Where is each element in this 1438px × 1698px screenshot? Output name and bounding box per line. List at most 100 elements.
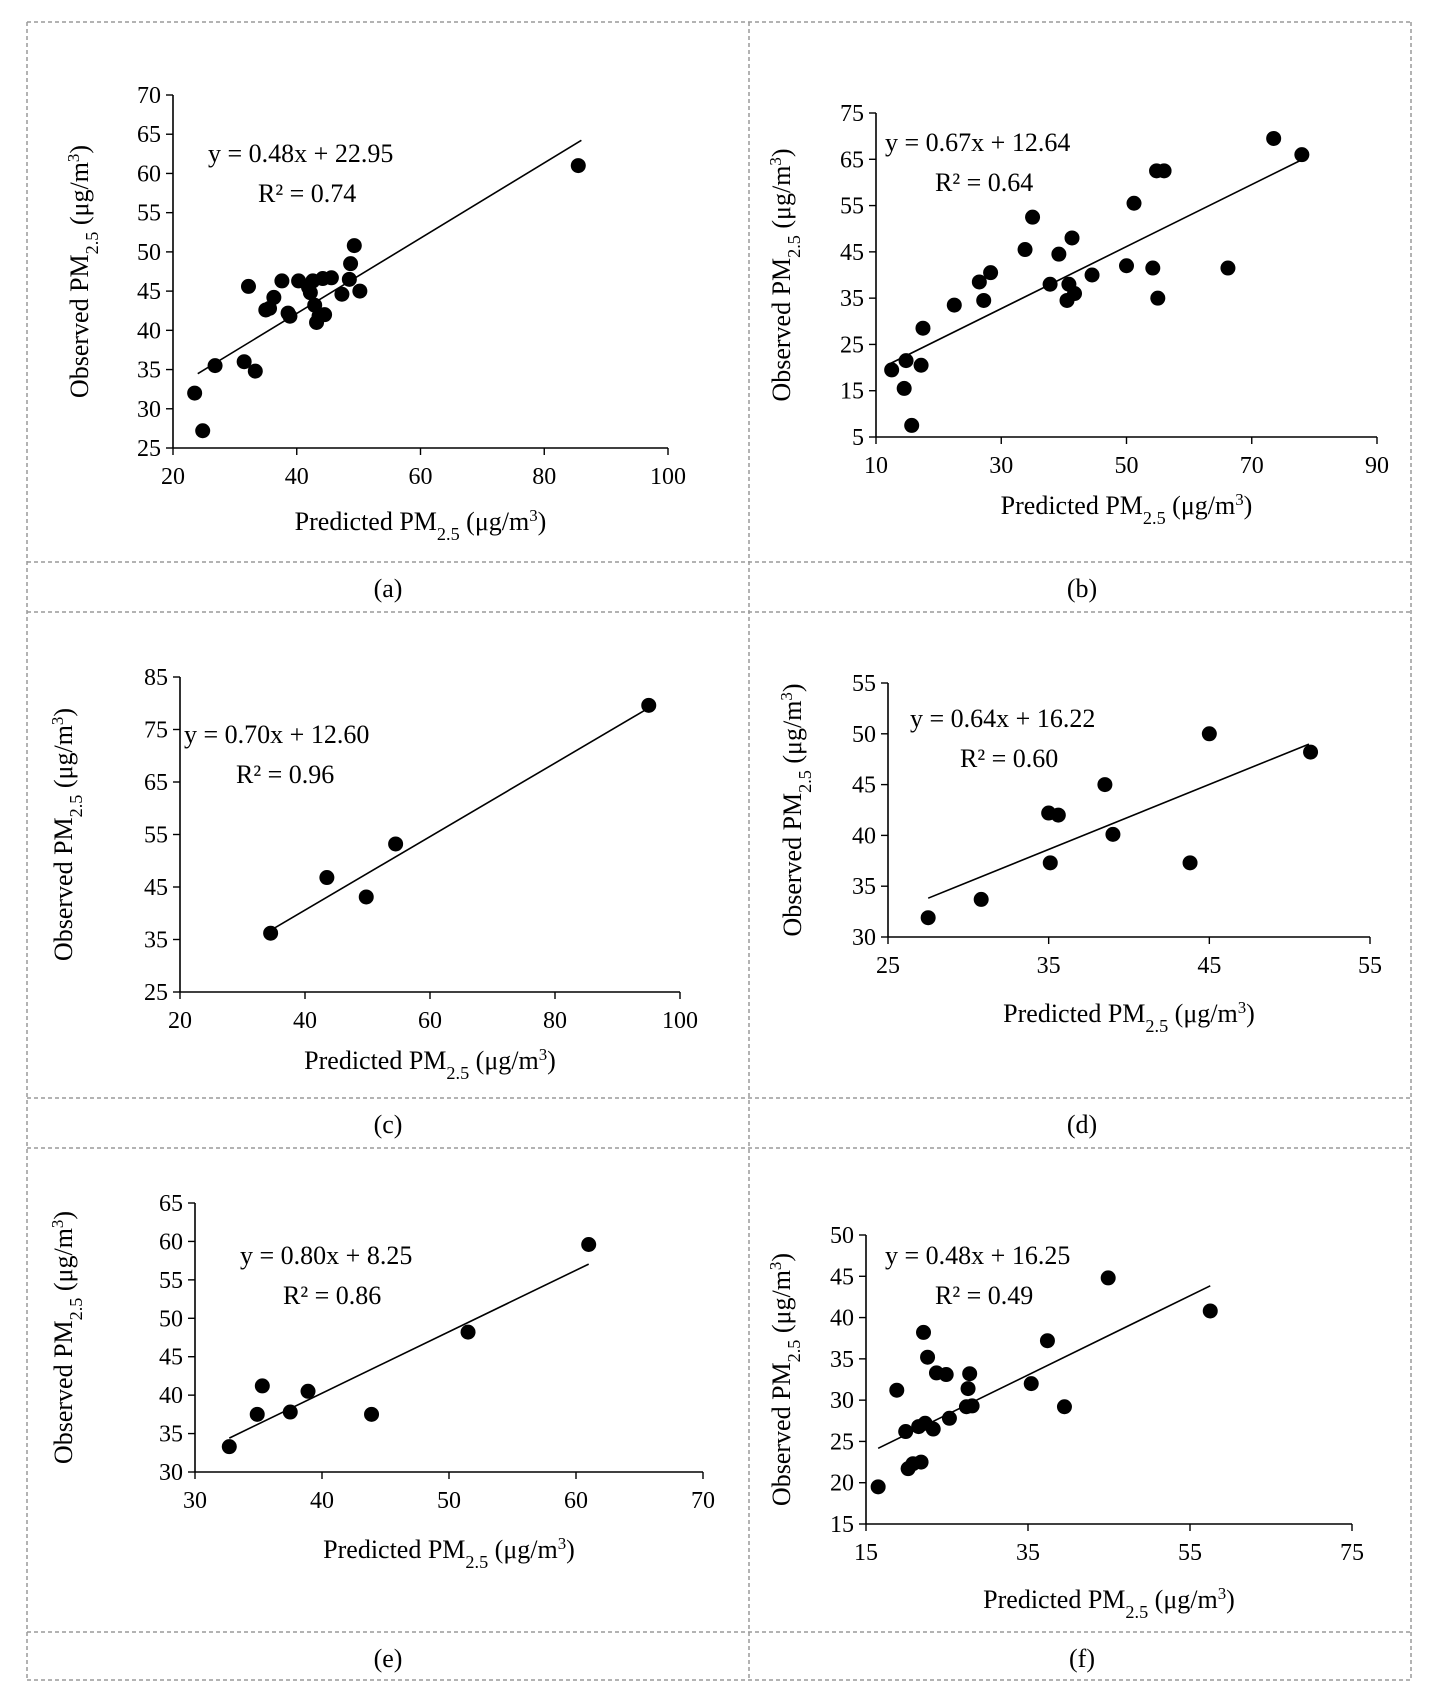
y-tick-label-c-0: 25: [144, 980, 168, 1006]
x-axis-label-d: Predicted PM2.5 (μg/m3): [1003, 998, 1255, 1037]
y-tick-label-f-7: 50: [830, 1223, 854, 1249]
data-point-a-27: [570, 158, 586, 174]
panel-caption-a: (a): [374, 574, 403, 603]
x-tick-label-a-3: 80: [532, 464, 556, 490]
y-tick-label-b-6: 65: [840, 147, 864, 173]
data-point-d-4: [1050, 807, 1066, 823]
equation-f: y = 0.48x + 16.25: [885, 1241, 1070, 1270]
x-tick-label-a-1: 40: [285, 464, 309, 490]
y-tick-label-a-6: 55: [137, 201, 161, 227]
x-tick-label-c-1: 40: [293, 1008, 317, 1034]
panel-caption-e: (e): [374, 1644, 403, 1673]
data-point-a-3: [236, 354, 252, 370]
y-tick-label-f-6: 45: [830, 1264, 854, 1290]
data-point-a-24: [343, 256, 359, 272]
x-tick-label-c-3: 80: [543, 1008, 567, 1034]
data-point-f-15: [960, 1381, 976, 1397]
y-tick-label-e-4: 50: [159, 1306, 183, 1332]
data-point-a-9: [274, 273, 290, 289]
data-point-f-6: [913, 1454, 929, 1470]
y-tick-label-f-5: 40: [830, 1306, 854, 1332]
data-point-c-3: [388, 836, 404, 852]
data-point-f-10: [925, 1421, 941, 1437]
data-point-f-16: [962, 1366, 978, 1382]
data-point-b-8: [976, 292, 992, 308]
data-point-c-1: [319, 870, 335, 886]
data-point-a-26: [352, 283, 368, 299]
y-tick-label-c-6: 85: [144, 665, 168, 691]
data-point-b-7: [971, 274, 987, 290]
trendline-a: [197, 139, 582, 375]
r-squared-b: R² = 0.64: [935, 168, 1033, 197]
y-tick-label-d-5: 55: [852, 671, 876, 697]
equation-c: y = 0.70x + 12.60: [184, 720, 369, 749]
trendline-b: [888, 159, 1303, 366]
y-tick-label-a-0: 25: [137, 436, 161, 462]
data-point-e-3: [282, 1404, 298, 1420]
panel-caption-b: (b): [1067, 574, 1097, 603]
y-tick-label-f-1: 20: [830, 1471, 854, 1497]
x-tick-label-b-0: 10: [864, 453, 888, 479]
y-tick-label-e-3: 45: [159, 1345, 183, 1371]
x-tick-label-e-0: 30: [183, 1488, 207, 1514]
data-point-e-6: [460, 1324, 476, 1340]
r-squared-e: R² = 0.86: [283, 1281, 381, 1310]
data-point-f-22: [1202, 1303, 1218, 1319]
x-tick-label-f-1: 35: [1016, 1540, 1040, 1566]
data-point-e-5: [364, 1406, 380, 1422]
data-point-f-0: [870, 1479, 886, 1495]
chart-d: 25 35 45 55 30 35 40 45 50 55 y = 0.64x + 16.22 R² …: [777, 671, 1383, 1036]
x-tick-label-f-0: 15: [854, 1540, 878, 1566]
data-point-f-18: [1023, 1376, 1039, 1392]
trendline-f: [877, 1285, 1211, 1450]
y-tick-label-f-3: 30: [830, 1388, 854, 1414]
x-tick-label-b-4: 90: [1365, 453, 1389, 479]
y-tick-label-b-5: 55: [840, 194, 864, 220]
x-tick-label-c-0: 20: [168, 1008, 192, 1034]
data-point-b-5: [915, 320, 931, 336]
r-squared-c: R² = 0.96: [236, 760, 334, 789]
x-tick-label-e-2: 50: [437, 1488, 461, 1514]
data-point-b-12: [1042, 276, 1058, 292]
data-point-a-23: [341, 271, 357, 287]
x-tick-label-a-2: 60: [409, 464, 433, 490]
x-tick-label-d-1: 35: [1037, 953, 1061, 979]
x-tick-label-d-0: 25: [876, 953, 900, 979]
y-tick-label-a-2: 35: [137, 358, 161, 384]
panels: 20 40 60 80 100 25 30 35 40 45 50 55 60 65 70 y = 0.48x…: [48, 83, 1390, 1622]
data-point-a-25: [346, 238, 362, 254]
x-axis-label-b: Predicted PM2.5 (μg/m3): [1001, 490, 1253, 529]
y-tick-label-c-4: 65: [144, 770, 168, 796]
data-point-d-5: [1097, 777, 1113, 793]
data-point-e-0: [221, 1439, 237, 1455]
y-tick-label-c-2: 45: [144, 875, 168, 901]
x-tick-label-a-4: 100: [650, 464, 686, 490]
equation-b: y = 0.67x + 12.64: [885, 128, 1070, 157]
x-axis-label-f: Predicted PM2.5 (μg/m3): [983, 1584, 1235, 1623]
data-point-b-13: [1051, 246, 1067, 262]
y-tick-label-a-7: 60: [137, 161, 161, 187]
y-tick-label-b-4: 45: [840, 240, 864, 266]
x-tick-label-e-4: 70: [691, 1488, 715, 1514]
y-tick-label-e-0: 30: [159, 1460, 183, 1486]
y-tick-label-b-2: 25: [840, 332, 864, 358]
data-point-f-7: [916, 1324, 932, 1340]
data-point-a-11: [282, 308, 298, 324]
data-point-b-9: [983, 265, 999, 281]
y-tick-label-f-2: 25: [830, 1429, 854, 1455]
chart-f: 15 35 55 75 15 20 25 30 35 40 45 50 y = 0.48x + 16.2…: [766, 1223, 1365, 1622]
data-point-b-27: [1294, 147, 1310, 163]
y-axis-label-c: Observed PM2.5 (μg/m3): [48, 708, 87, 961]
equation-a: y = 0.48x + 22.95: [208, 139, 393, 168]
y-tick-label-a-3: 40: [137, 318, 161, 344]
y-tick-label-e-7: 65: [159, 1191, 183, 1217]
x-tick-label-d-3: 55: [1358, 953, 1382, 979]
x-tick-label-c-2: 60: [418, 1008, 442, 1034]
panel-caption-f: (f): [1069, 1644, 1095, 1673]
y-tick-label-f-0: 15: [830, 1512, 854, 1538]
data-point-f-2: [898, 1424, 914, 1440]
data-point-b-20: [1126, 195, 1142, 211]
y-tick-label-e-1: 35: [159, 1422, 183, 1448]
chart-c: 20 40 60 80 100 25 35 45 55 65 75 85 y = 0.70x + 12.…: [48, 665, 699, 1083]
